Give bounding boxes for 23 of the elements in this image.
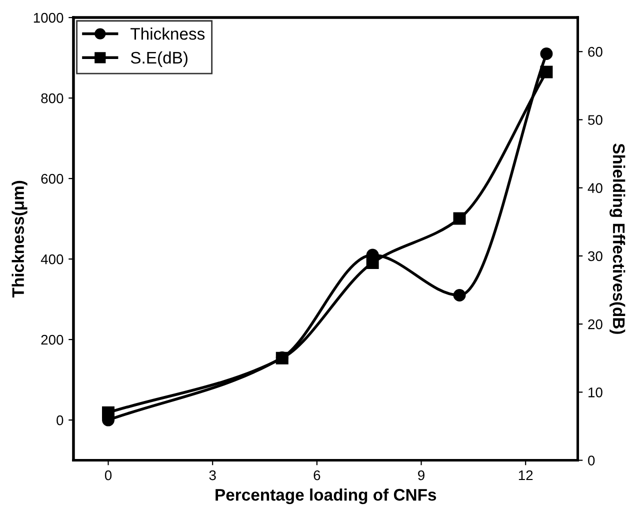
x-tick-label: 12	[518, 470, 533, 480]
x-tick-label: 9	[418, 470, 424, 480]
y2-tick-label: 40	[588, 183, 602, 193]
x-tick-label: 0	[104, 470, 112, 480]
y2-tick-label: 50	[588, 115, 602, 125]
legend-label: Thickness	[130, 28, 205, 40]
y2-tick-label: 60	[588, 46, 602, 57]
y-axis-title: Thickness(μm)	[12, 180, 28, 298]
legend-label: S.E(dB)	[130, 51, 188, 67]
y2-tick-label: 10	[588, 387, 602, 398]
x-axis-title: Percentage loading of CNFs	[216, 488, 436, 504]
y2-tick-label: 20	[588, 319, 602, 330]
y-tick-label: 400	[40, 254, 64, 264]
y-tick-label: 0	[56, 415, 64, 426]
y2-tick-label: 30	[588, 251, 602, 262]
x-tick-label: 3	[209, 470, 216, 480]
y2-tick-label: 0	[588, 456, 595, 466]
y-tick-label: 800	[41, 93, 64, 104]
y-tick-label: 600	[41, 174, 64, 184]
y-tick-label: 1000	[34, 12, 64, 23]
y-tick-label: 200	[41, 334, 64, 345]
y2-axis-title: Shielding Effectives(dB)	[610, 144, 626, 334]
x-tick-label: 6	[314, 470, 320, 480]
